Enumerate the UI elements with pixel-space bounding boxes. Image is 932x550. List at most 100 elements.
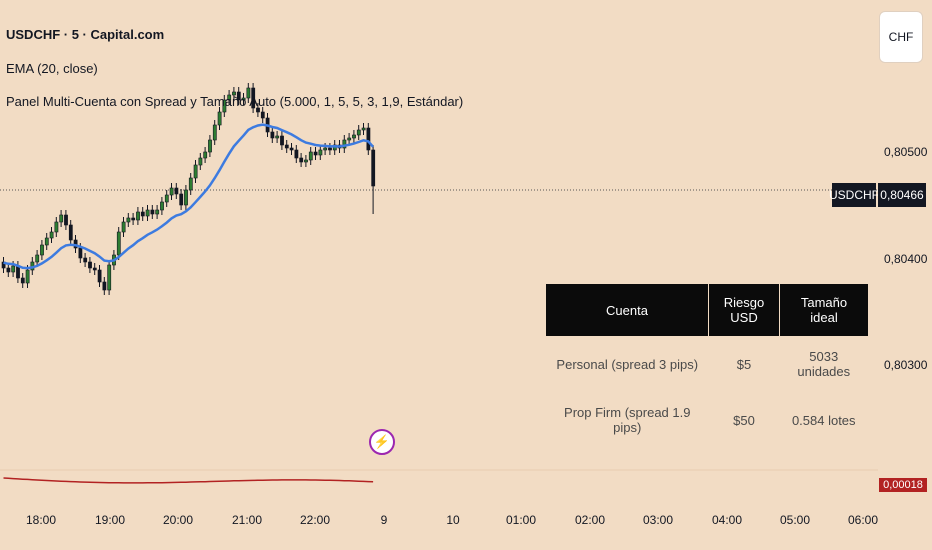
candle <box>174 187 179 195</box>
candle <box>35 254 40 263</box>
candle <box>193 164 198 179</box>
candle <box>232 91 236 96</box>
candle <box>217 111 222 126</box>
time-label: 02:00 <box>574 513 606 527</box>
time-label: 9 <box>380 513 388 527</box>
candle <box>280 135 284 146</box>
candle <box>284 144 289 149</box>
candle <box>275 135 280 139</box>
candle <box>160 201 164 211</box>
time-label: 01:00 <box>505 513 537 527</box>
panel-indicator-legend[interactable]: Panel Multi-Cuenta con Spread y Tamaño A… <box>6 94 464 109</box>
candle <box>270 131 275 139</box>
candle <box>371 149 376 187</box>
candle <box>6 267 11 273</box>
time-label: 21:00 <box>231 513 263 527</box>
header-cuenta: Cuenta <box>546 284 709 336</box>
candle <box>145 209 150 217</box>
candle <box>155 209 160 215</box>
row-size: 0.584 lotes <box>791 412 856 428</box>
price-label-80500: 0,80500 <box>884 145 928 159</box>
candle <box>366 127 371 151</box>
candle <box>68 224 73 241</box>
candle <box>227 94 232 101</box>
candle <box>11 265 16 273</box>
candle <box>150 209 155 215</box>
candle <box>169 187 174 196</box>
candle <box>304 159 308 163</box>
candle <box>246 87 251 99</box>
candle <box>308 151 313 161</box>
time-label: 20:00 <box>162 513 194 527</box>
time-label: 18:00 <box>25 513 57 527</box>
candle <box>1 261 6 269</box>
candle <box>222 99 227 113</box>
time-label: 10 <box>446 513 460 527</box>
oscillator-line <box>3 477 374 484</box>
candle <box>121 221 126 233</box>
candle <box>126 217 131 223</box>
candle <box>212 124 217 141</box>
symbol-legend[interactable]: USDCHF · 5 · Capital.com <box>6 27 165 42</box>
candle <box>92 267 97 271</box>
panel-header-row: Cuenta Riesgo USD Tamaño ideal <box>546 284 868 336</box>
candle <box>328 147 332 151</box>
candle <box>299 157 304 163</box>
candle <box>140 211 145 217</box>
candle <box>251 87 256 109</box>
time-label: 04:00 <box>711 513 743 527</box>
candle <box>20 277 25 284</box>
header-tamano: Tamaño ideal <box>779 284 868 336</box>
candle <box>97 269 102 283</box>
row-account: Personal (spread 3 pips) <box>556 356 699 372</box>
candle <box>131 217 136 221</box>
time-label: 05:00 <box>779 513 811 527</box>
time-label: 06:00 <box>847 513 879 527</box>
candle <box>78 247 83 259</box>
candle <box>236 91 241 101</box>
candle <box>323 147 328 151</box>
price-label-80400: 0,80400 <box>884 252 928 266</box>
candle <box>208 139 212 153</box>
candle <box>361 127 366 131</box>
candle <box>49 231 54 239</box>
candle <box>44 237 49 246</box>
candle <box>198 157 203 166</box>
candle <box>179 193 184 206</box>
candle <box>54 221 59 233</box>
candle <box>136 211 140 221</box>
candle <box>116 231 121 256</box>
table-row: Prop Firm (spread 1.9 pips) $50 0.584 lo… <box>546 392 868 448</box>
row-account: Prop Firm (spread 1.9 pips) <box>564 405 691 435</box>
candle <box>318 149 323 156</box>
ema-line <box>3 123 375 270</box>
time-label: 19:00 <box>94 513 126 527</box>
oscillator-value-tag: 0,00018 <box>879 478 927 492</box>
candle <box>313 151 318 156</box>
candle <box>184 189 188 206</box>
candle <box>352 134 356 139</box>
candle <box>107 264 112 291</box>
candle <box>188 177 193 191</box>
candle <box>203 151 208 159</box>
candle <box>241 97 246 101</box>
candle <box>164 194 169 203</box>
candle <box>59 214 64 223</box>
ema-legend[interactable]: EMA (20, close) <box>6 61 98 76</box>
currency-button[interactable]: CHF <box>879 11 923 63</box>
price-label-80300: 0,80300 <box>884 358 928 372</box>
table-row: Personal (spread 3 pips) $5 5033 unidade… <box>546 336 868 392</box>
row-risk: $5 <box>736 356 752 372</box>
header-riesgo: Riesgo USD <box>708 284 780 336</box>
current-price-tag: 0,80466 <box>878 183 926 207</box>
candle <box>40 244 44 256</box>
candles-group <box>1 83 376 295</box>
candle <box>88 261 92 269</box>
candle <box>64 214 68 226</box>
symbol-price-tag: USDCHF <box>829 183 879 207</box>
lightning-icon[interactable]: ⚡ <box>369 429 395 455</box>
multi-account-panel: Cuenta Riesgo USD Tamaño ideal Personal … <box>546 284 868 448</box>
candle <box>289 147 294 151</box>
candle <box>294 149 299 159</box>
